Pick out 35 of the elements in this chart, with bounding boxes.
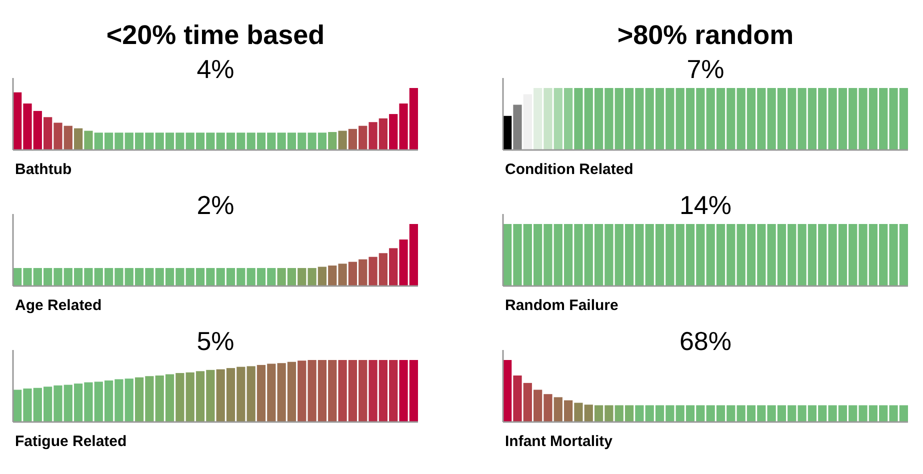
bar	[54, 122, 62, 150]
bar	[176, 373, 184, 422]
bar	[246, 366, 256, 422]
text: 2%	[196, 190, 234, 220]
x-axis-title: Random Failure	[505, 297, 618, 314]
bar	[523, 94, 532, 150]
bar	[523, 382, 532, 422]
bar	[348, 128, 358, 150]
x-axis-title: Age Related	[15, 297, 102, 314]
bar	[338, 130, 347, 150]
bar	[533, 88, 542, 150]
bar	[318, 266, 327, 286]
bar	[43, 117, 52, 150]
x-axis-title: Infant Mortality	[505, 433, 614, 450]
bar	[389, 248, 398, 286]
text: 4%	[196, 54, 234, 84]
text: 7%	[686, 54, 724, 84]
x-axis-title: Bathtub	[15, 161, 72, 178]
x-axis-title: Condition Related	[505, 161, 634, 178]
bar	[544, 88, 552, 150]
bar	[64, 126, 72, 150]
bar	[513, 104, 522, 150]
bar	[328, 132, 337, 150]
bar	[358, 126, 368, 150]
bar	[554, 88, 562, 150]
text: 68%	[679, 326, 732, 356]
chart-title: <20% time based	[106, 20, 325, 50]
bar	[84, 130, 93, 150]
bar	[564, 88, 573, 150]
text: 5%	[196, 326, 234, 356]
chart-title: >80% random	[617, 20, 794, 50]
bar	[74, 128, 83, 150]
text: 14%	[679, 190, 732, 220]
bar	[513, 376, 522, 422]
x-axis-title: Fatigue Related	[15, 433, 127, 450]
